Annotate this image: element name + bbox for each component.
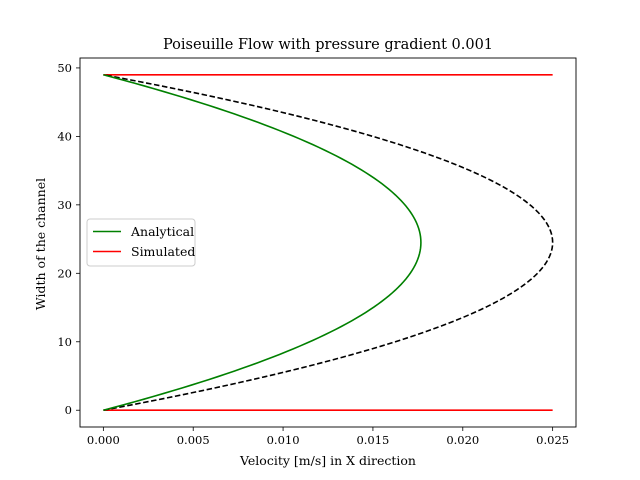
series-line-dashed bbox=[103, 73, 554, 412]
x-tick-label: 0.015 bbox=[356, 433, 389, 447]
y-tick-label: 0 bbox=[65, 403, 72, 417]
chart-title: Poiseuille Flow with pressure gradient 0… bbox=[163, 37, 493, 53]
axes-frame bbox=[79, 57, 577, 428]
legend-label-simulated: Simulated bbox=[131, 244, 195, 259]
series-line-analytical bbox=[103, 73, 422, 412]
y-axis-label: Width of the channel bbox=[33, 178, 48, 310]
y-tick-label: 20 bbox=[57, 266, 72, 280]
y-tick-label: 40 bbox=[57, 129, 72, 143]
y-axis-ticks: 0 10 20 30 40 50 bbox=[57, 61, 80, 417]
x-tick-label: 0.025 bbox=[536, 433, 569, 447]
plot-area bbox=[103, 73, 554, 412]
x-tick-label: 0.010 bbox=[267, 433, 300, 447]
x-tick-label: 0.005 bbox=[177, 433, 210, 447]
legend-label-analytical: Analytical bbox=[130, 224, 194, 239]
x-axis-label: Velocity [m/s] in X direction bbox=[239, 453, 416, 468]
y-tick-label: 30 bbox=[57, 198, 72, 212]
x-tick-label: 0.020 bbox=[446, 433, 479, 447]
x-axis-ticks: 0.000 0.005 0.010 0.015 0.020 0.025 bbox=[87, 427, 569, 447]
x-tick-label: 0.000 bbox=[87, 433, 120, 447]
y-tick-label: 50 bbox=[57, 61, 72, 75]
legend: Analytical Simulated bbox=[86, 218, 196, 267]
y-tick-label: 10 bbox=[57, 335, 72, 349]
